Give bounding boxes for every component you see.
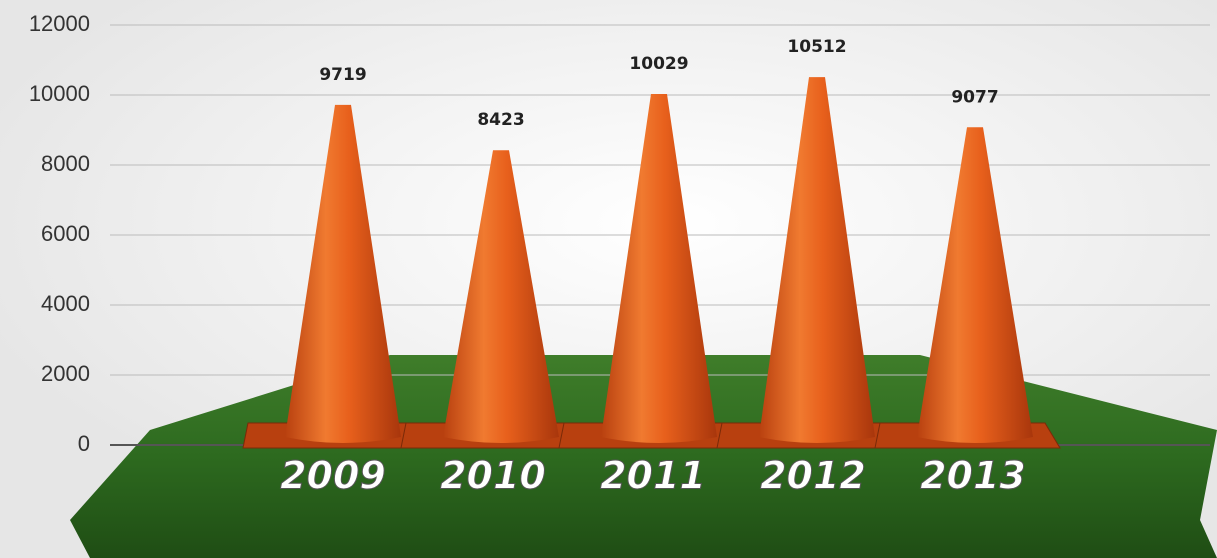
plot-area: 0 2000 4000 6000 8000 10000 12000 2009 9719 2010 8…	[29, 11, 1210, 498]
cone	[759, 77, 875, 443]
y-tick-label: 0	[78, 431, 90, 456]
y-tick-label: 4000	[41, 291, 90, 316]
x-tick-label: 2012	[760, 454, 866, 498]
y-tick-label: 10000	[29, 81, 90, 106]
y-tick-label: 8000	[41, 151, 90, 176]
y-tick-label: 12000	[29, 11, 90, 36]
cone	[443, 150, 559, 443]
value-label: 10512	[787, 37, 846, 57]
cone	[917, 127, 1033, 444]
value-label: 8423	[477, 110, 524, 130]
x-tick-label: 2013	[920, 454, 1026, 498]
y-tick-label: 2000	[41, 361, 90, 386]
x-tick-label: 2009	[280, 454, 386, 498]
y-tick-label: 6000	[41, 221, 90, 246]
value-label: 10029	[629, 54, 688, 74]
value-label: 9077	[951, 87, 998, 107]
x-tick-label: 2010	[440, 454, 546, 498]
x-tick-label: 2011	[600, 454, 706, 498]
cone	[285, 104, 401, 444]
value-label: 9719	[319, 65, 366, 85]
cone	[601, 93, 717, 444]
